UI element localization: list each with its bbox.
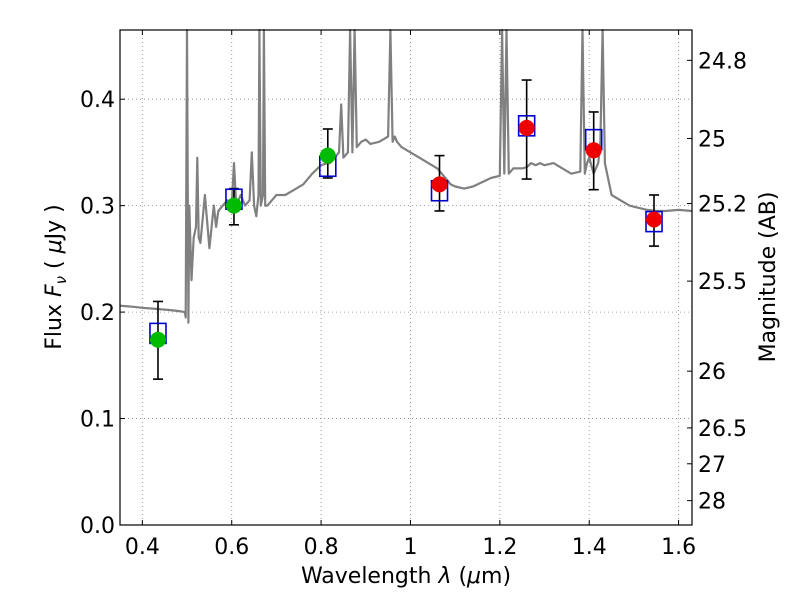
red-data-point [585,142,602,159]
green-data-point [319,147,336,164]
y-tick-label: 0.1 [80,408,115,433]
red-data-point [518,119,535,136]
y2-tick-label: 28 [698,490,726,515]
grid-lines [120,30,692,526]
data-points [149,119,663,348]
x-axis-title: Wavelength λ (μm) [301,564,511,589]
y2-tick-label: 24.8 [698,49,747,74]
spectrum-line [119,28,693,324]
x-tick-label: 1 [403,535,417,560]
y-tick-label: 0.3 [80,195,115,220]
red-data-point [431,176,448,193]
y-tick-label: 0.2 [80,301,115,326]
green-data-point [225,197,242,214]
x-tick-label: 1.4 [572,535,607,560]
x-tick-label: 1.2 [482,535,517,560]
green-data-point [149,331,166,348]
y2-tick-label: 25.5 [698,270,747,295]
y2-tick-label: 26 [698,360,726,385]
spectrum-series [119,28,693,324]
y2-tick-label: 26.5 [698,417,747,442]
x-tick-label: 0.6 [214,535,249,560]
x-tick-label: 0.4 [125,535,160,560]
red-data-point [646,211,663,228]
axis-ticks: 0.4 0.6 0.8 1 1.2 1.4 1.6 0.0 0.1 0.2 0.3 0.4 24.8 25… [80,30,747,560]
y-axis-title: Flux Fν ( μJy ) [42,204,70,349]
y-tick-label: 0.4 [80,88,115,113]
y2-tick-label: 25 [698,127,726,152]
plot-frame [119,29,693,526]
y-tick-label: 0.0 [80,514,115,539]
x-tick-label: 1.6 [661,535,696,560]
y2-axis-title: Magnitude (AB) [756,192,781,363]
x-tick-label: 0.8 [304,535,339,560]
y2-tick-label: 27 [698,453,726,478]
y2-tick-label: 25.2 [698,193,747,218]
